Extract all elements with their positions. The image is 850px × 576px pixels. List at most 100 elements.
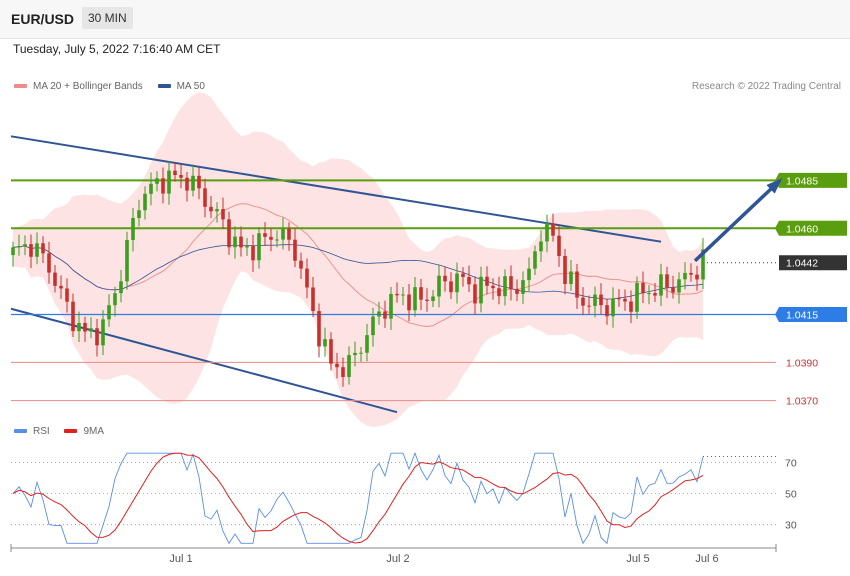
timeframe-button[interactable]: 30 MIN xyxy=(82,7,133,29)
candle-body xyxy=(695,274,699,280)
candle-body xyxy=(701,249,705,280)
candle-body xyxy=(185,177,189,191)
candle-body xyxy=(65,288,69,302)
candle-body xyxy=(683,272,687,280)
candle-body xyxy=(95,328,99,346)
level-tag-label-1.0460: 1.0460 xyxy=(786,223,818,235)
candle-body xyxy=(635,282,639,312)
candle-body xyxy=(341,367,345,378)
candle-body xyxy=(419,287,423,300)
candle-body xyxy=(89,328,93,332)
candle-body xyxy=(329,339,333,364)
candle-body xyxy=(371,316,375,336)
candle-body xyxy=(569,271,573,284)
legend-rsi-label: RSI xyxy=(33,426,50,437)
candle-body xyxy=(101,319,105,346)
candle-body xyxy=(497,288,501,297)
candle-body xyxy=(131,218,135,240)
candle-body xyxy=(407,294,411,311)
candle-body xyxy=(389,293,393,319)
candle-body xyxy=(317,311,321,347)
candle-body xyxy=(119,281,123,294)
level-tag-1.0460 xyxy=(775,220,847,236)
candle-body xyxy=(77,322,81,332)
candle-body xyxy=(485,276,489,286)
candle-body xyxy=(605,305,609,317)
rsi-tick-30: 30 xyxy=(785,520,797,532)
candle-body xyxy=(227,219,231,248)
candle-body xyxy=(83,322,87,332)
candle-body xyxy=(221,209,225,220)
candle-body xyxy=(263,233,267,237)
candle-body xyxy=(665,274,669,288)
candle-body xyxy=(437,275,441,297)
candle-body xyxy=(149,183,153,194)
candle-body xyxy=(17,246,21,248)
candle-body xyxy=(359,352,363,354)
price-tag-current-label: 1.0442 xyxy=(786,258,818,270)
candle-body xyxy=(239,236,243,248)
candle-body xyxy=(59,285,63,289)
candle-body xyxy=(443,275,447,282)
legend-ma50-label: MA 50 xyxy=(176,81,205,92)
candle-body xyxy=(461,273,465,277)
projection-arrow-shaft xyxy=(693,179,782,263)
candle-body xyxy=(311,287,315,312)
legend-rsi-ma-label: 9MA xyxy=(83,426,105,437)
candle-body xyxy=(593,294,597,306)
candle-body xyxy=(479,276,483,304)
rsi-tick-50: 50 xyxy=(785,489,797,501)
candle-body xyxy=(527,268,531,281)
candle-body xyxy=(287,228,291,240)
research-credit: Research © 2022 Trading Central xyxy=(691,81,841,92)
price-legend: MA 20 + Bollinger Bands MA 50 xyxy=(14,81,217,92)
candle-body xyxy=(29,244,33,257)
legend-ma50-swatch xyxy=(157,84,171,89)
candle-body xyxy=(629,301,633,312)
candle-body xyxy=(563,255,567,284)
price-tag-current xyxy=(779,255,847,271)
candle-body xyxy=(71,301,75,332)
candle-body xyxy=(11,247,15,256)
chart-header-bar: EUR/USD 30 MIN xyxy=(0,0,850,39)
candle-body xyxy=(449,281,453,293)
candle-body xyxy=(533,251,537,269)
candle-body xyxy=(323,339,327,347)
candle-body xyxy=(515,289,519,294)
candle-body xyxy=(413,287,417,311)
candle-body xyxy=(143,193,147,211)
legend-rsi-ma-swatch xyxy=(64,429,78,434)
candle-body xyxy=(647,293,651,295)
candle-body xyxy=(113,293,117,306)
candle-body xyxy=(521,280,525,294)
candle-body xyxy=(203,188,207,207)
candle-body xyxy=(191,175,195,191)
candle-body xyxy=(257,233,261,261)
candle-body xyxy=(551,223,555,236)
candle-body xyxy=(335,363,339,368)
level-tag-1.0485 xyxy=(775,172,847,188)
candle-body xyxy=(383,311,387,319)
candle-body xyxy=(509,276,513,290)
legend-rsi-ma: 9MA xyxy=(64,426,104,437)
candle-body xyxy=(197,175,201,189)
legend-ma20-swatch xyxy=(14,84,27,89)
candle-body xyxy=(161,178,165,194)
candle-body xyxy=(689,272,693,275)
candle-body xyxy=(467,276,471,285)
candle-body xyxy=(281,228,285,240)
candle-body xyxy=(473,284,477,304)
candle-body xyxy=(401,294,405,296)
candle-body xyxy=(107,305,111,320)
symbol-label: EUR/USD xyxy=(11,11,75,27)
candle-body xyxy=(215,209,219,212)
candle-body xyxy=(611,298,615,317)
channel-line-2 xyxy=(10,307,398,414)
candle-body xyxy=(431,296,435,302)
candle-body xyxy=(35,243,39,257)
candle-body xyxy=(581,297,585,306)
candle-body xyxy=(617,298,621,300)
rsi-line xyxy=(12,451,704,545)
candle-body xyxy=(125,239,129,282)
